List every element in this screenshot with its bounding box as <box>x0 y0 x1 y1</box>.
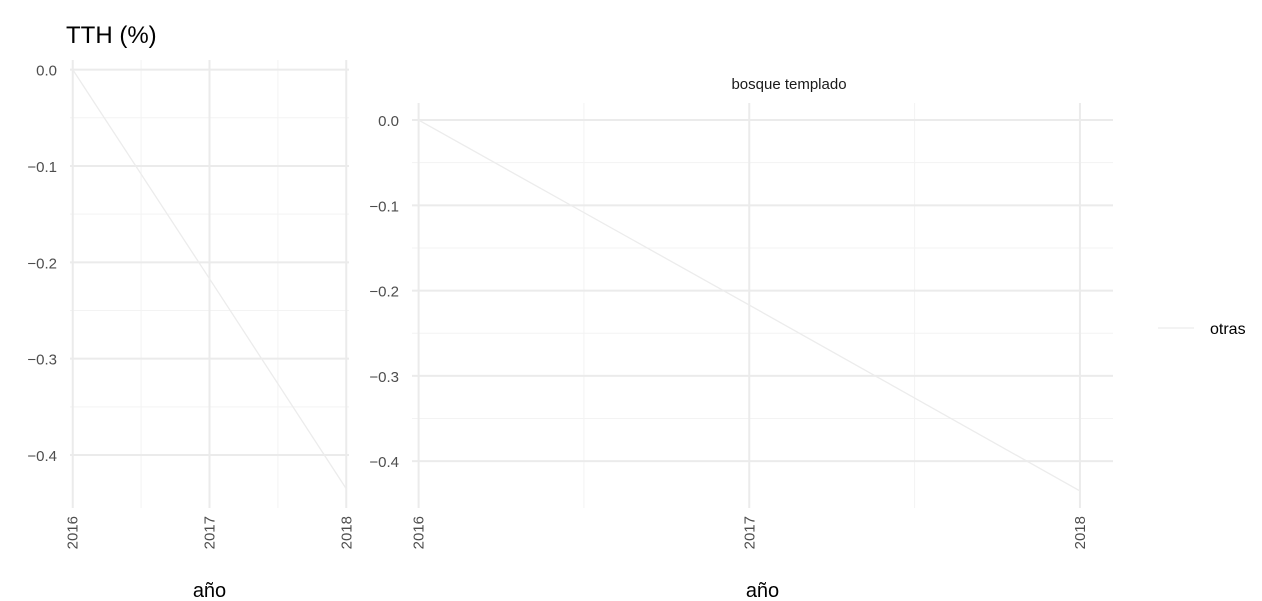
y-tick-label: −0.1 <box>369 198 399 215</box>
x-tick-label: 2018 <box>338 516 355 549</box>
x-tick-label: 2017 <box>202 516 219 549</box>
y-tick-label: −0.2 <box>27 255 57 272</box>
plot-title: TTH (%) <box>66 22 157 49</box>
panel-bosque-templado: 0.0 −0.1 −0.2 −0.3 −0.4 2016 2017 2018 año <box>369 103 1113 601</box>
x-tick-label: 2016 <box>65 516 82 549</box>
y-tick-label: −0.1 <box>27 159 57 176</box>
x-axis-title: año <box>746 580 779 601</box>
data-point <box>748 304 751 306</box>
panel-strip-label: bosque templado <box>731 76 846 93</box>
y-tick-label: −0.4 <box>27 448 57 465</box>
data-point <box>1079 490 1081 492</box>
x-tick-label: 2017 <box>741 516 758 549</box>
x-axis-title: año <box>193 580 226 601</box>
legend: otras <box>1158 321 1246 338</box>
y-tick-label: 0.0 <box>36 63 57 80</box>
panel-left: 0.0 −0.1 −0.2 −0.3 −0.4 2016 2017 2018 año <box>27 60 355 601</box>
x-tick-label: 2016 <box>411 516 428 549</box>
data-point <box>345 487 348 490</box>
data-point <box>417 119 420 121</box>
x-tick-label: 2018 <box>1072 516 1089 549</box>
y-tick-label: −0.4 <box>369 454 399 471</box>
y-tick-label: −0.3 <box>27 352 57 369</box>
data-point <box>208 277 211 280</box>
y-tick-label: 0.0 <box>378 113 399 130</box>
data-point <box>71 68 74 71</box>
y-tick-label: −0.2 <box>369 284 399 301</box>
legend-label-otras: otras <box>1210 321 1246 338</box>
y-tick-label: −0.3 <box>369 369 399 386</box>
